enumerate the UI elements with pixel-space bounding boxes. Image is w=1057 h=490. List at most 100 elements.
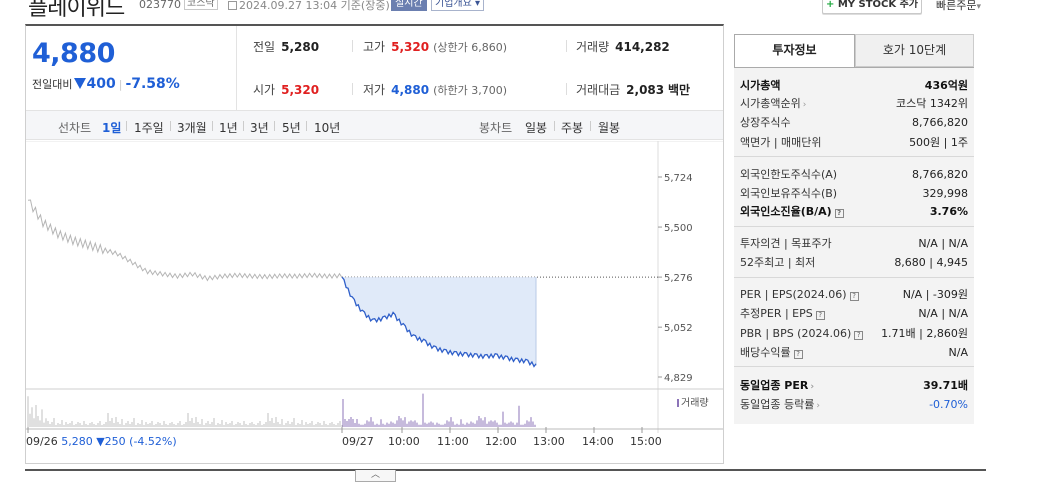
info-row: 52주최고 | 최저 8,680 | 4,945: [740, 255, 968, 271]
info-row-label: PER | EPS(2024.06)?: [740, 287, 859, 303]
stock-code: 023770: [139, 0, 181, 11]
period-1w[interactable]: 1주일: [134, 121, 164, 135]
info-row-label: PBR | BPS (2024.06)?: [740, 326, 864, 342]
x-label-1500: 15:00: [630, 435, 662, 448]
info-row: 외국인소진율(B/A)? 3.76%: [740, 204, 968, 220]
tab-invest-info[interactable]: 투자정보: [734, 34, 855, 67]
info-separator: [734, 366, 974, 367]
quick-order-link[interactable]: 빠른주문▾: [936, 0, 982, 12]
period-10y[interactable]: 10년: [314, 121, 341, 135]
mystock-add-button[interactable]: + MY STOCK 추가: [822, 0, 922, 14]
stat-open: 시가 5,320: [253, 83, 320, 97]
chevron-right-icon: ›: [816, 401, 820, 411]
today-area: [342, 277, 536, 367]
info-row: 액면가 | 매매단위 500원 | 1주: [740, 135, 968, 151]
help-icon[interactable]: ?: [834, 209, 844, 218]
collapse-toggle[interactable]: ︿: [355, 470, 396, 482]
change-percent: -7.58%: [125, 76, 180, 92]
realtime-button[interactable]: 실시간: [391, 0, 427, 11]
y-tick-label: 5,500: [664, 223, 693, 234]
chevron-down-icon: ▾: [976, 2, 982, 12]
stat-high: 고가 5,320 (상한가 6,860): [363, 40, 507, 54]
info-separator: [734, 156, 974, 157]
candle-daily[interactable]: 일봉: [525, 121, 548, 135]
chevron-up-icon: ︿: [370, 470, 380, 480]
period-3y[interactable]: 3년: [250, 121, 269, 135]
help-icon[interactable]: ?: [793, 350, 803, 359]
info-row-label: 외국인보유주식수(B): [740, 187, 838, 200]
info-row-label: 추정PER | EPS?: [740, 306, 825, 322]
info-row[interactable]: 시가총액순위 › 코스닥 1342위: [740, 96, 968, 112]
info-row-label: 상장주식수: [740, 116, 791, 129]
info-row: 외국인한도주식수(A) 8,766,820: [740, 167, 968, 183]
info-row[interactable]: 동일업종 PER › 39.71배: [740, 378, 968, 394]
info-row-value: 500원 | 1주: [909, 136, 968, 149]
x-label-0927: 09/27: [342, 435, 374, 448]
info-row: PBR | BPS (2024.06)? 1.71배 | 2,860원: [740, 326, 968, 342]
period-1d[interactable]: 1일: [102, 121, 122, 135]
stock-header: 플레이위드 023770 코스닥 2024.09.27 13:04 기준(장중)…: [0, 0, 1057, 21]
frame-bottom-line: [25, 469, 986, 471]
info-row-label: 투자의견 | 목표주가: [740, 237, 832, 250]
today-line: [341, 276, 537, 368]
help-icon[interactable]: ?: [849, 292, 859, 301]
info-row-value: N/A | N/A: [918, 307, 968, 320]
intraday-chart[interactable]: 5,724 5,500 5,276 5,052 4,829: [26, 141, 723, 433]
stat-volume: 거래량 414,282: [576, 40, 670, 54]
y-tick-label: 5,276: [664, 273, 693, 284]
x-label-1000: 10:00: [388, 435, 420, 448]
company-info-button[interactable]: 기업개요 ▾: [431, 0, 485, 11]
y-tick-label: 5,052: [664, 323, 693, 334]
y-tick-label: 5,724: [664, 173, 693, 184]
help-icon[interactable]: ?: [854, 331, 864, 340]
company-name: 플레이위드: [28, 0, 125, 21]
down-arrow-icon: [74, 78, 87, 89]
chevron-right-icon: ›: [810, 382, 815, 392]
info-row-value: 1.71배 | 2,860원: [881, 327, 968, 340]
stat-prev-close: 전일 5,280: [253, 40, 320, 54]
x-label-1300: 13:00: [533, 435, 565, 448]
y-tick-label: 4,829: [664, 373, 693, 384]
line-chart-label: 선차트: [58, 121, 92, 135]
change-amount: 400: [86, 76, 116, 92]
x-label-1100: 11:00: [437, 435, 469, 448]
period-1y[interactable]: 1년: [219, 121, 238, 135]
chart-toolbar: 선차트 1일 1주일 3개월 1년 3년 5년 10년 봉차트 일봉 주봉 월봉: [26, 110, 723, 140]
info-row-value: 8,766,820: [912, 168, 968, 181]
info-row: 상장주식수 8,766,820: [740, 115, 968, 131]
current-price: 4,880: [32, 38, 115, 69]
info-row-label: 배당수익률?: [740, 345, 803, 361]
info-row-label: 외국인한도주식수(A): [740, 168, 838, 181]
info-row-value: N/A | -309원: [902, 288, 968, 301]
stat-low: 저가 4,880 (하한가 3,700): [363, 83, 507, 97]
info-separator: [734, 226, 974, 227]
candle-monthly[interactable]: 월봉: [598, 121, 621, 135]
info-row-value: 436억원: [924, 79, 968, 92]
chevron-right-icon: ›: [802, 100, 807, 110]
x-label-1400: 14:00: [582, 435, 614, 448]
info-row-label: 52주최고 | 최저: [740, 256, 816, 269]
price-summary: 4,880 전일대비 400 | -7.58%: [26, 26, 236, 110]
volume-legend: 거래량: [677, 394, 709, 409]
info-row-value: N/A: [948, 346, 968, 359]
prev-day-line: [27, 199, 343, 282]
info-row-value: -0.70%: [929, 398, 968, 411]
info-row-value: 3.76%: [929, 205, 968, 218]
down-triangle-icon: ▼: [96, 435, 105, 448]
help-icon[interactable]: ?: [815, 311, 825, 320]
calendar-icon: [228, 1, 237, 10]
info-row-label: 동일업종 등락률 ›: [740, 398, 820, 411]
plus-icon: +: [825, 0, 835, 10]
info-row-label: 시가총액: [740, 79, 781, 92]
info-row-value: 8,766,820: [912, 116, 968, 129]
candle-weekly[interactable]: 주봉: [561, 121, 584, 135]
stat-trade-value: 거래대금 2,083 백만: [576, 83, 691, 97]
period-3m[interactable]: 3개월: [177, 121, 207, 135]
info-row-value: 8,680 | 4,945: [894, 256, 968, 269]
info-row[interactable]: 동일업종 등락률 › -0.70%: [740, 397, 968, 413]
info-row: 시가총액 436억원: [740, 78, 968, 94]
period-5y[interactable]: 5년: [282, 121, 301, 135]
tab-orderbook[interactable]: 호가 10단계: [855, 34, 974, 67]
